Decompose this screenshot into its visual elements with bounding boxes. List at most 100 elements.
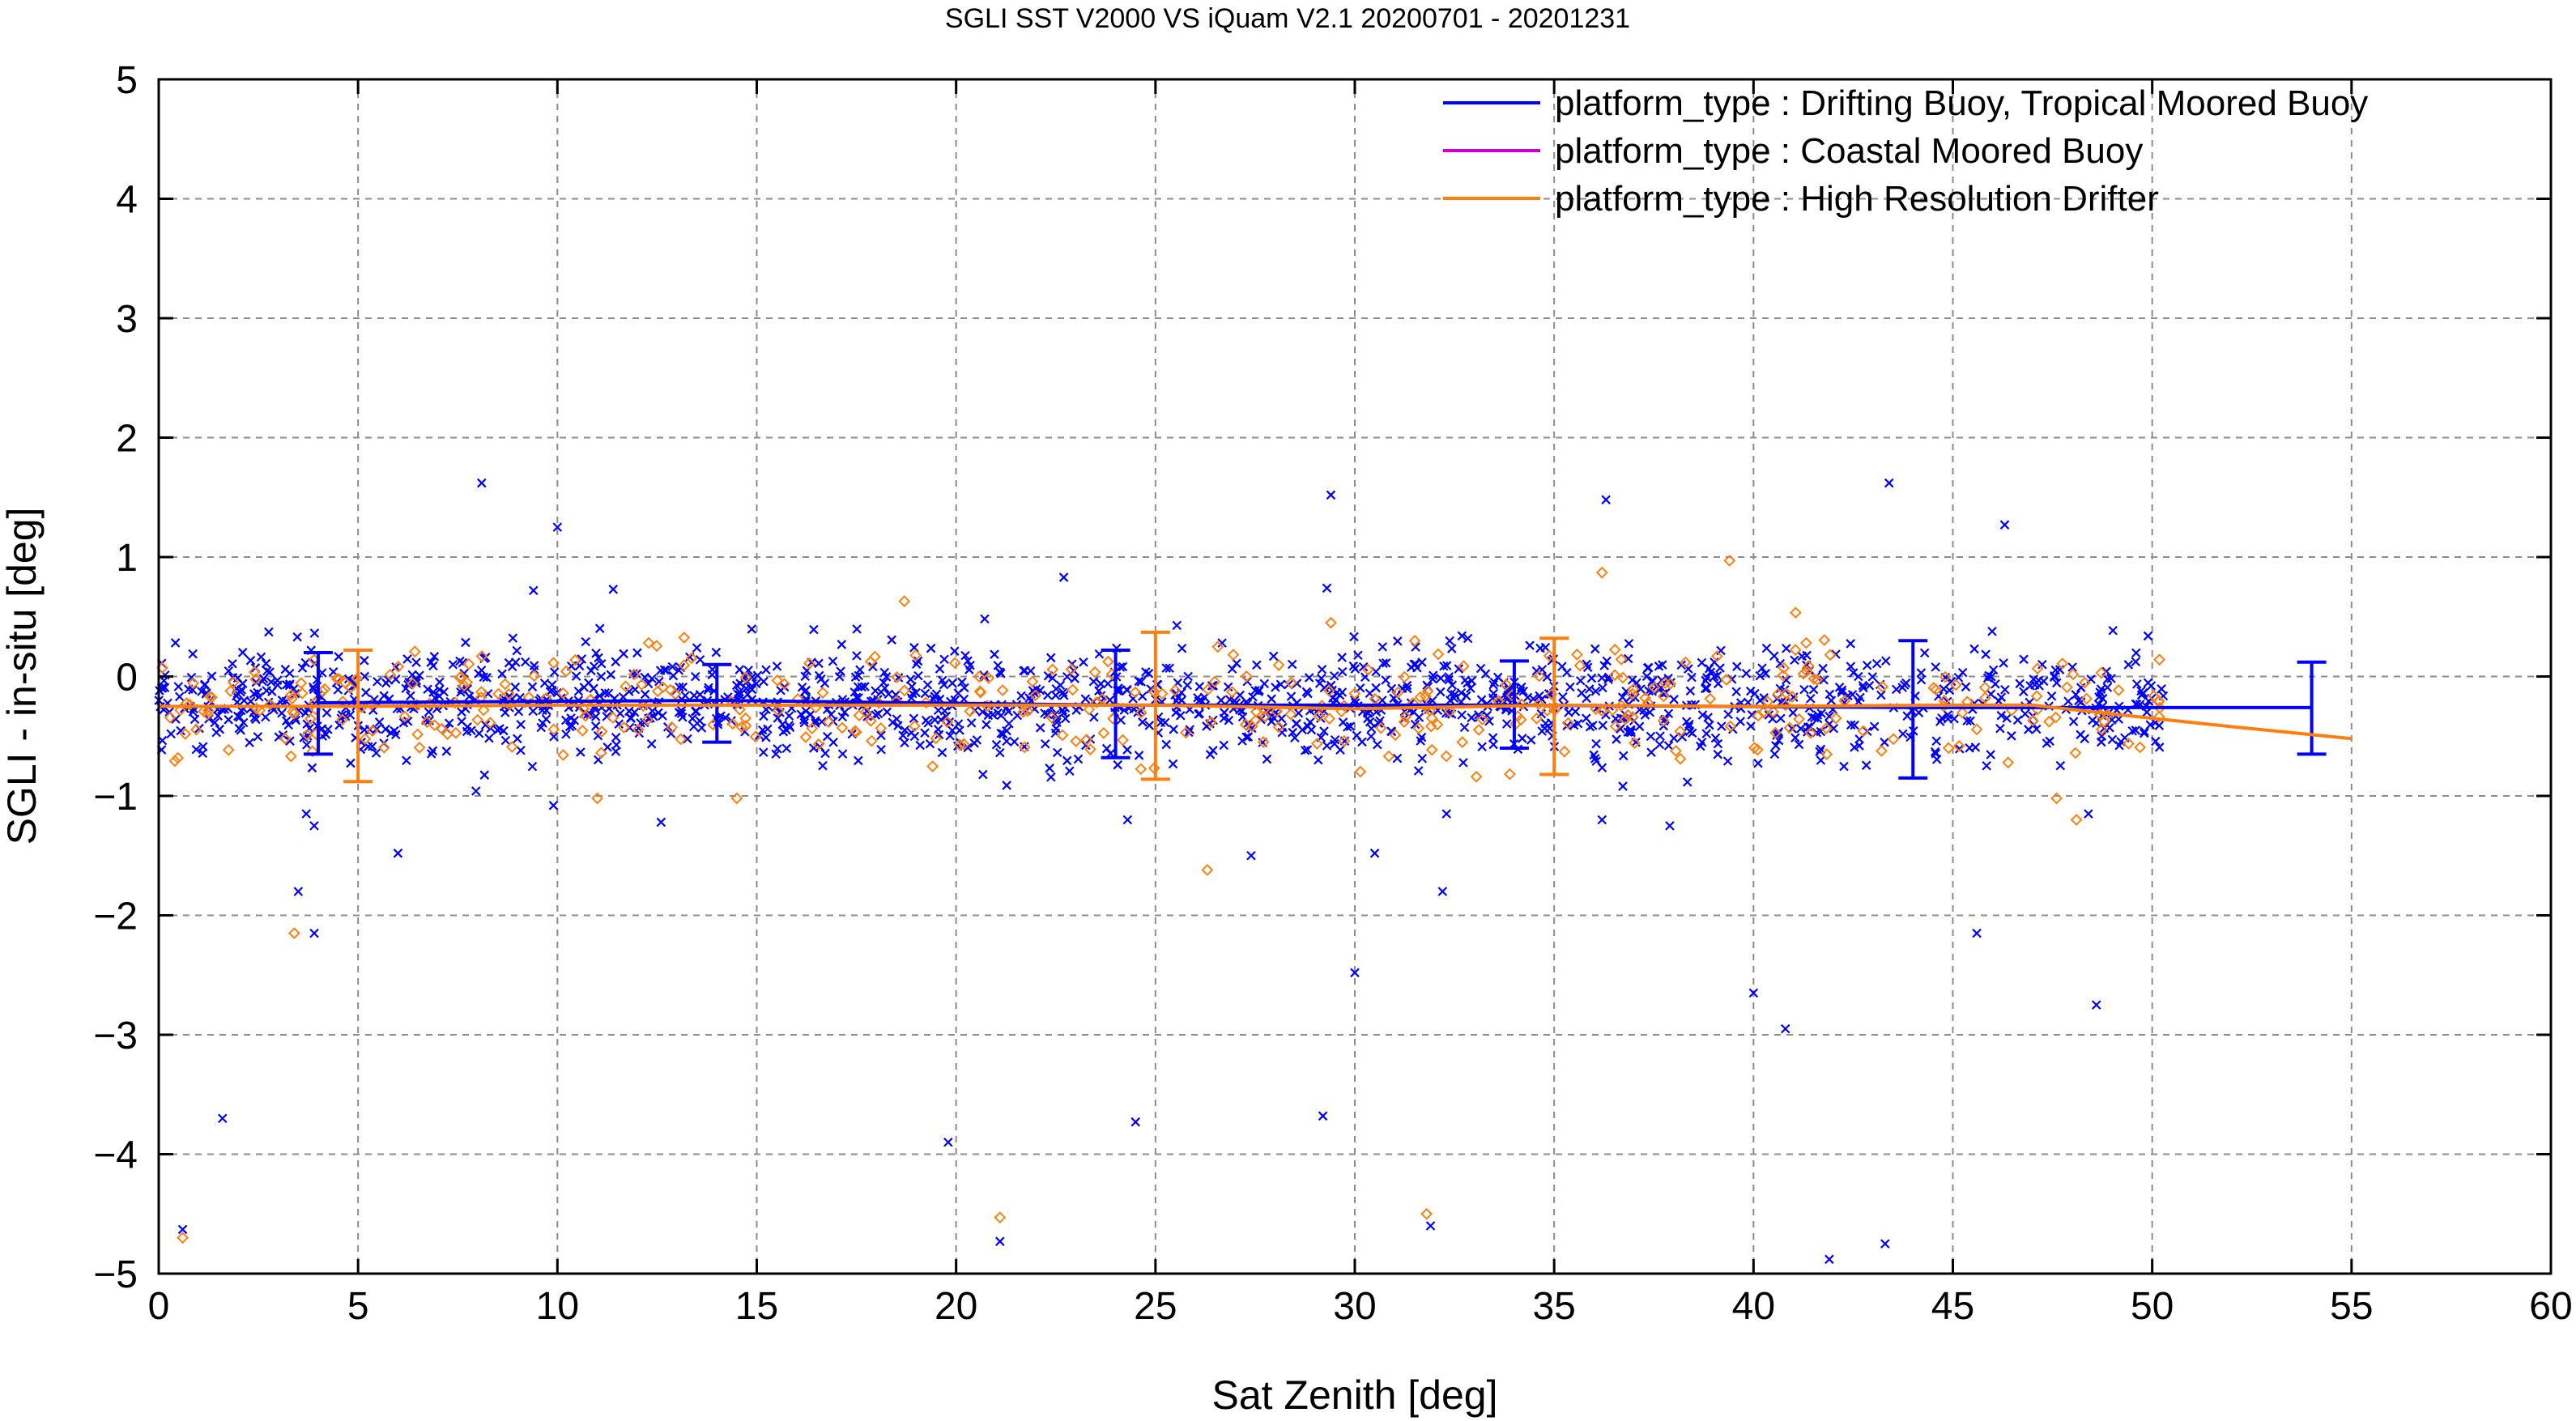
point-x-marker [1768, 714, 1778, 724]
point-x-marker [606, 670, 616, 680]
point-x-marker [654, 708, 663, 718]
point-diamond-marker [1648, 681, 1661, 694]
point-x-marker [249, 689, 259, 699]
point-diamond-marker [203, 690, 216, 703]
point-diamond-marker [594, 747, 607, 759]
point-x-marker [426, 657, 436, 667]
point-x-marker [536, 722, 546, 733]
point-x-marker [759, 676, 769, 687]
point-diamond-marker [607, 711, 620, 724]
point-x-marker [479, 770, 490, 780]
point-x-marker [1526, 735, 1536, 745]
point-diamond-marker [1829, 712, 1842, 725]
point-x-marker [176, 725, 185, 736]
point-x-marker [2046, 691, 2057, 701]
point-diamond-marker [1608, 669, 1621, 682]
point-x-marker [549, 667, 560, 677]
point-x-marker [2151, 736, 2161, 747]
point-x-marker [1454, 664, 1464, 674]
point-diamond-marker [462, 657, 475, 670]
point-x-marker [1586, 673, 1597, 683]
point-x-marker [939, 654, 949, 665]
point-x-marker [1269, 713, 1279, 723]
point-x-marker [1597, 815, 1607, 825]
point-x-marker [1172, 620, 1182, 631]
point-x-marker [2107, 734, 2118, 745]
point-x-marker [1871, 658, 1882, 669]
point-x-marker [860, 682, 870, 691]
point-diamond-marker [1476, 713, 1489, 726]
point-x-marker [2015, 679, 2025, 689]
point-x-marker [611, 732, 621, 742]
point-x-marker [1052, 747, 1062, 758]
x-axis-label: Sat Zenith [deg] [1211, 1372, 1497, 1418]
point-diamond-marker [1211, 640, 1224, 653]
point-diamond-marker [1679, 656, 1692, 669]
legend-label-drifting-buoy: platform_type : Drifting Buoy, Tropical … [1555, 83, 2368, 123]
point-x-marker [1275, 679, 1286, 690]
point-diamond-marker [1978, 681, 1991, 694]
point-x-marker [309, 821, 319, 831]
point-diamond-marker [475, 650, 488, 662]
point-diamond-marker [179, 728, 192, 740]
point-x-marker [996, 728, 1007, 738]
point-x-marker [1445, 636, 1454, 646]
point-x-marker [415, 670, 424, 680]
point-x-marker [909, 713, 919, 724]
point-diamond-marker [1348, 687, 1361, 700]
point-diamond-marker [973, 670, 986, 683]
point-x-marker [784, 711, 794, 721]
point-x-marker [1525, 640, 1535, 650]
point-x-marker [836, 666, 845, 676]
point-diamond-marker [1021, 704, 1034, 717]
point-x-marker [1846, 720, 1856, 730]
point-diamond-marker [2152, 695, 2165, 708]
point-diamond-marker [1456, 736, 1469, 748]
point-x-marker [539, 678, 550, 688]
point-diamond-marker [865, 734, 878, 747]
point-x-marker [512, 645, 522, 656]
point-x-marker [594, 623, 605, 633]
point-x-marker [228, 658, 237, 669]
point-x-marker [761, 704, 771, 715]
point-x-marker [1665, 821, 1675, 831]
point-x-marker [868, 662, 878, 672]
point-x-marker [696, 723, 707, 733]
point-x-marker [1788, 708, 1798, 718]
point-x-marker [972, 735, 982, 745]
point-x-marker [1456, 687, 1467, 698]
point-x-marker [254, 691, 264, 702]
x-tick-label: 40 [1732, 1285, 1775, 1328]
point-diamond-marker [1807, 672, 1820, 685]
point-x-marker [801, 685, 811, 696]
point-diamond-marker [1444, 705, 1456, 718]
point-diamond-marker [1470, 770, 1483, 783]
point-diamond-marker [505, 741, 518, 753]
point-x-marker [1322, 583, 1332, 594]
point-x-marker [1134, 751, 1144, 760]
point-diamond-marker [295, 677, 308, 690]
point-x-marker [707, 665, 717, 674]
point-x-marker [569, 715, 580, 725]
point-x-marker [915, 740, 925, 751]
point-x-marker [1931, 748, 1941, 759]
point-diamond-marker [2152, 710, 2165, 723]
point-x-marker [920, 688, 930, 699]
point-x-marker [1748, 988, 1759, 998]
point-x-marker [1446, 644, 1457, 653]
point-x-marker [1884, 478, 1894, 488]
point-diamond-marker [1820, 748, 1833, 760]
point-diamond-marker [1432, 648, 1445, 661]
point-diamond-marker [560, 665, 573, 678]
point-x-marker [1392, 753, 1403, 764]
point-x-marker [1542, 672, 1552, 682]
point-x-marker [391, 662, 401, 672]
point-x-marker [1570, 707, 1581, 717]
point-x-marker [1058, 572, 1069, 582]
point-diamond-marker [1752, 709, 1765, 722]
point-x-marker [1535, 643, 1545, 653]
point-x-marker [1143, 669, 1154, 679]
point-x-marker [1185, 725, 1194, 734]
point-x-marker [1467, 713, 1476, 723]
point-x-marker [345, 710, 356, 720]
